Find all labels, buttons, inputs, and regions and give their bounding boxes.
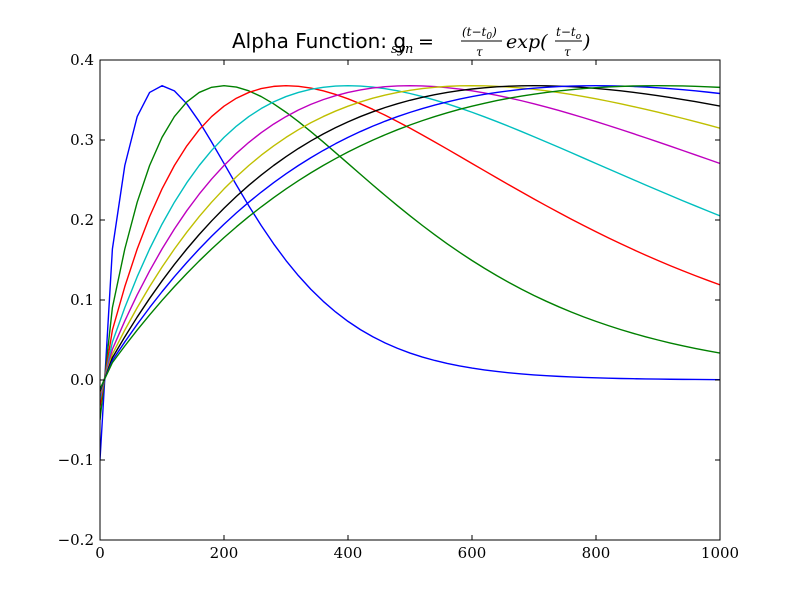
y-tick-label: 0.2 (70, 211, 94, 229)
series-line-tau-300 (100, 84, 720, 407)
chart-title-frac1-num: (t−t0) (462, 25, 497, 42)
series-line-tau-500 (100, 84, 720, 397)
y-axis-ticks: −0.2 −0.1 0.0 0.1 0.2 0.3 0.4 (58, 51, 720, 549)
y-tick-label: 0.4 (70, 51, 94, 69)
chart-title-frac1-den: τ (476, 45, 483, 59)
series-lines (100, 84, 720, 461)
x-tick-label: 600 (458, 544, 487, 562)
series-line-tau-600 (100, 84, 720, 394)
series-line-tau-400 (100, 84, 720, 401)
frac1-num-text: (t−t (462, 25, 487, 39)
chart-title-main: Alpha Function: g (232, 29, 406, 53)
x-tick-label: 1000 (701, 544, 739, 562)
series-line-tau-100 (100, 84, 720, 461)
y-tick-label: −0.2 (58, 531, 94, 549)
y-tick-label: 0.1 (70, 291, 94, 309)
x-tick-label: 0 (95, 544, 105, 562)
x-axis-ticks: 0 200 400 600 800 1000 (95, 60, 739, 562)
frac2-num-sub: o (576, 32, 582, 42)
y-tick-label: 0.3 (70, 131, 94, 149)
chart-title-subscript: syn (391, 42, 413, 57)
y-tick-label: −0.1 (58, 451, 94, 469)
chart-title-equals: = (418, 31, 434, 53)
series-line-tau-700 (100, 84, 720, 392)
y-tick-label: 0.0 (70, 371, 94, 389)
x-tick-label: 400 (334, 544, 363, 562)
chart-title-frac2-den: τ (564, 45, 571, 59)
chart-title-frac2-num: t−to (556, 25, 582, 42)
series-line-tau-200 (100, 84, 720, 421)
chart-title: Alpha Function: g syn = (t−t0) τ exp( t−… (232, 25, 590, 59)
chart-title-exp: exp( (506, 31, 548, 53)
frac1-num-close: ) (491, 25, 497, 39)
frac1-num-sub: 0 (486, 32, 492, 42)
chart-title-close-paren: ) (582, 31, 590, 53)
series-line-tau-900 (100, 84, 720, 390)
frac2-num-text: t−t (556, 25, 576, 39)
x-tick-label: 200 (210, 544, 239, 562)
x-tick-label: 800 (582, 544, 611, 562)
